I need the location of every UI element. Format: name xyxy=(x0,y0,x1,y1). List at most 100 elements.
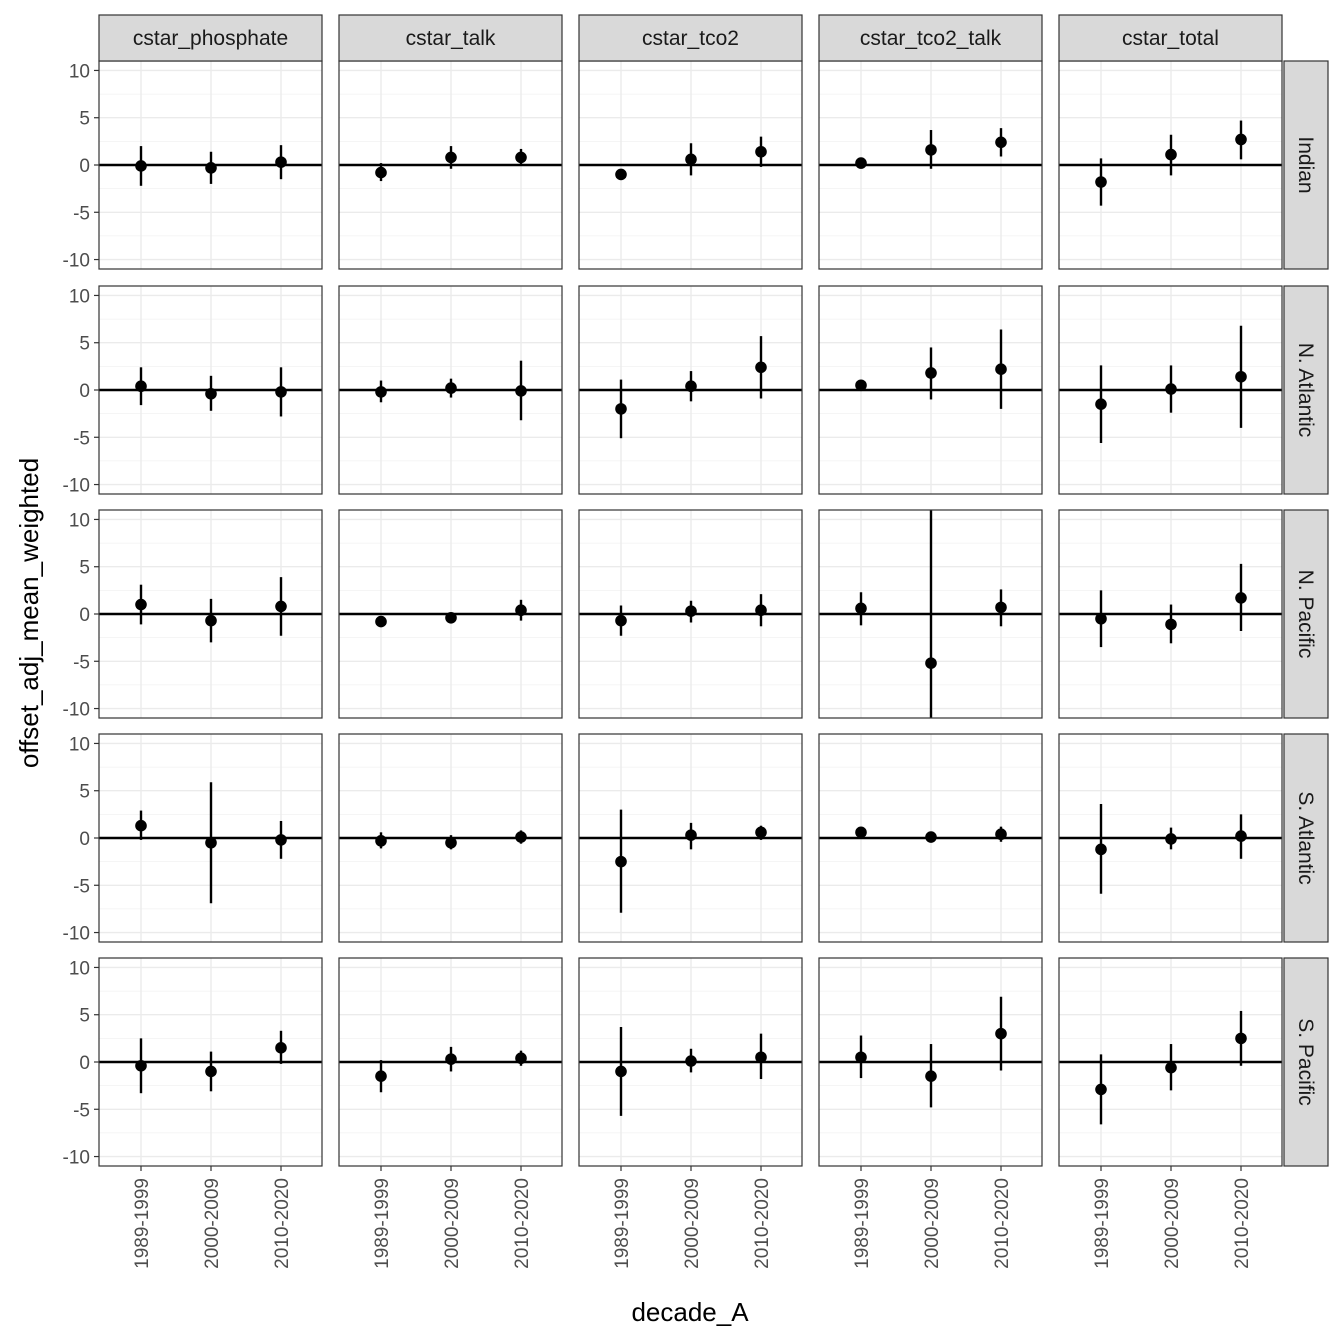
panel-4-3 xyxy=(818,957,1043,1167)
x-tick-label: 2010-2020 xyxy=(992,1178,1013,1269)
strip-row-label: N. Pacific xyxy=(1294,570,1317,659)
data-point xyxy=(275,386,287,398)
data-point xyxy=(855,379,867,392)
data-point xyxy=(515,604,527,617)
data-point xyxy=(925,367,937,379)
panel-1-2 xyxy=(578,285,803,495)
data-point xyxy=(755,145,767,158)
x-tick-label: 2010-2020 xyxy=(1232,1178,1253,1269)
data-point xyxy=(755,826,767,839)
data-point xyxy=(205,162,217,174)
strip-col-cstar_tco2 xyxy=(578,14,803,62)
y-tick-label: -10 xyxy=(63,476,90,497)
data-point xyxy=(1235,592,1247,604)
panel-border xyxy=(818,285,1043,495)
data-point xyxy=(135,1059,147,1072)
panel-0-0 xyxy=(98,60,323,270)
x-tick-label: 1989-1999 xyxy=(132,1178,153,1269)
data-point xyxy=(205,614,217,627)
panels-layer xyxy=(98,60,1283,1167)
strip-row-label: S. Pacific xyxy=(1294,1018,1317,1106)
data-point xyxy=(375,615,387,628)
x-tick-label: 1989-1999 xyxy=(612,1178,633,1269)
x-tick-label: 2010-2020 xyxy=(752,1178,773,1269)
data-point xyxy=(855,826,867,839)
panel-0-3 xyxy=(818,60,1043,270)
y-tick-label: 0 xyxy=(79,829,90,850)
data-point xyxy=(685,605,697,617)
y-tick-label: 0 xyxy=(79,381,90,402)
strip-col-label: cstar_phosphate xyxy=(133,27,288,50)
x-tick-label: 2010-2020 xyxy=(512,1178,533,1269)
panel-3-0 xyxy=(98,733,323,943)
y-tick-label: -5 xyxy=(73,876,90,897)
y-tick-label: -10 xyxy=(63,924,90,945)
data-point xyxy=(855,157,867,169)
strip-col-label: cstar_total xyxy=(1122,27,1219,50)
y-tick-label: 5 xyxy=(79,334,90,355)
strip-col-label: cstar_talk xyxy=(406,27,496,50)
data-point xyxy=(275,600,287,613)
panel-3-1 xyxy=(338,733,563,943)
y-tick-label: 5 xyxy=(79,1006,90,1027)
strip-row-indian xyxy=(1283,60,1329,270)
data-point xyxy=(995,363,1007,376)
panel-1-4 xyxy=(1058,285,1283,495)
data-point xyxy=(1095,398,1107,410)
data-point xyxy=(1095,612,1107,625)
panel-0-2 xyxy=(578,60,803,270)
data-point xyxy=(1235,1032,1247,1045)
strip-col-label: cstar_tco2 xyxy=(642,27,739,50)
x-tick-label: 1989-1999 xyxy=(372,1178,393,1269)
data-point xyxy=(685,1055,697,1067)
y-tick-label: 5 xyxy=(79,109,90,130)
x-tick-label: 1989-1999 xyxy=(1092,1178,1113,1269)
data-point xyxy=(1165,383,1177,395)
data-point xyxy=(515,831,527,843)
x-tick-label: 1989-1999 xyxy=(852,1178,873,1269)
data-point xyxy=(1235,830,1247,842)
y-tick-label: -10 xyxy=(63,251,90,272)
panel-border xyxy=(1058,509,1283,719)
panel-1-0 xyxy=(98,285,323,495)
panel-2-1 xyxy=(338,509,563,719)
strip-col-cstar_tco2_talk xyxy=(818,14,1043,62)
data-point xyxy=(205,836,217,849)
strip-row-s-atlantic xyxy=(1283,733,1329,943)
panel-border xyxy=(818,509,1043,719)
data-point xyxy=(925,657,937,669)
data-point xyxy=(515,385,527,397)
data-point xyxy=(995,601,1007,614)
y-tick-label: -5 xyxy=(73,203,90,224)
data-point xyxy=(445,611,457,624)
panel-1-1 xyxy=(338,285,563,495)
data-point xyxy=(445,151,457,164)
y-tick-label: 10 xyxy=(69,734,90,755)
data-point xyxy=(445,836,457,849)
panel-border xyxy=(338,733,563,943)
data-point xyxy=(615,855,627,868)
panel-2-0 xyxy=(98,509,323,719)
data-point xyxy=(685,153,697,166)
panel-2-2 xyxy=(578,509,803,719)
y-axis-title: offset_adj_mean_weighted xyxy=(14,458,44,768)
data-point xyxy=(1095,176,1107,188)
data-point xyxy=(925,1070,937,1082)
data-point xyxy=(755,361,767,374)
strip-row-n-atlantic xyxy=(1283,285,1329,495)
y-tick-label: 10 xyxy=(69,510,90,531)
data-point xyxy=(375,386,387,398)
data-point xyxy=(375,166,387,179)
panel-border xyxy=(338,285,563,495)
x-tick-label: 2000-2009 xyxy=(442,1178,463,1269)
y-tick-label: 5 xyxy=(79,558,90,579)
strip-col-label: cstar_tco2_talk xyxy=(860,27,1002,50)
data-point xyxy=(515,1052,527,1065)
panel-border xyxy=(578,733,803,943)
panel-border xyxy=(1058,285,1283,495)
data-point xyxy=(1165,833,1177,845)
data-point xyxy=(275,1042,287,1054)
data-point xyxy=(1095,843,1107,856)
data-point xyxy=(135,598,147,611)
